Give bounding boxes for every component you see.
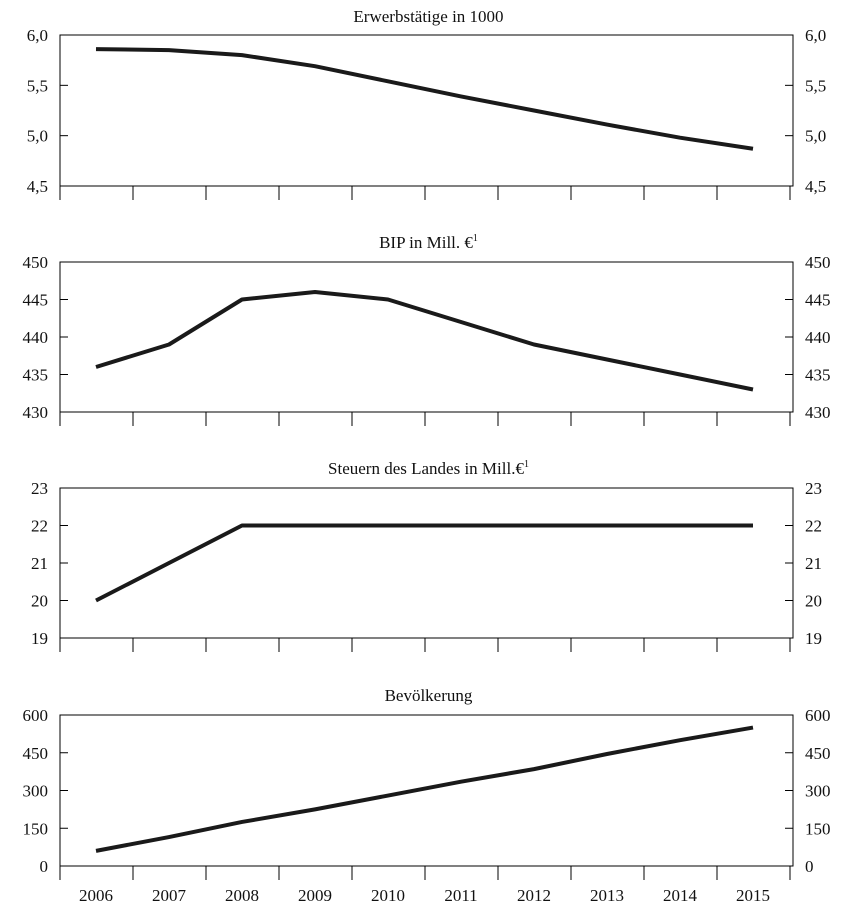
y-tick-label-right: 600	[805, 706, 831, 725]
x-tick-label: 2013	[590, 886, 624, 905]
y-tick-label-left: 22	[31, 517, 48, 536]
chart-panel-2: BIP in Mill. €1 430 430 435 435 440 440 445 445 4…	[23, 233, 831, 426]
y-tick-label-right: 450	[805, 744, 831, 763]
chart-title: BIP in Mill. €1	[379, 233, 478, 252]
y-tick-label-right: 19	[805, 629, 822, 648]
y-tick-label-left: 23	[31, 479, 48, 498]
y-tick-label-right: 300	[805, 782, 831, 801]
y-tick-label-right: 21	[805, 554, 822, 573]
plot-frame	[59, 261, 794, 413]
y-tick-label-left: 6,0	[27, 26, 48, 45]
y-tick-label-left: 150	[23, 819, 49, 838]
y-tick-label-right: 435	[805, 366, 831, 385]
plot-frame	[59, 34, 794, 187]
y-tick-label-left: 450	[23, 253, 49, 272]
x-tick-label: 2011	[444, 886, 477, 905]
y-tick-label-right: 5,0	[805, 127, 826, 146]
chart-panel-1: Erwerbstätige in 1000 4,5 4,5 5,0 5,0 5,5 5,5 6…	[27, 7, 826, 200]
y-tick-label-right: 0	[805, 857, 814, 876]
x-tick-label: 2008	[225, 886, 259, 905]
x-tick-label: 2012	[517, 886, 551, 905]
y-tick-label-right: 22	[805, 517, 822, 536]
title-footnote-marker: 1	[524, 459, 529, 470]
x-tick-label: 2014	[663, 886, 698, 905]
x-tick-label: 2009	[298, 886, 332, 905]
y-tick-label-left: 300	[23, 782, 49, 801]
series-line-1	[95, 725, 754, 853]
y-tick-label-left: 4,5	[27, 177, 48, 196]
x-tick-label: 2006	[79, 886, 113, 905]
x-tick-label: 2015	[736, 886, 770, 905]
x-tick-label: 2007	[152, 886, 187, 905]
y-tick-label-right: 430	[805, 403, 831, 422]
chart-title: Steuern des Landes in Mill.€1	[328, 459, 529, 478]
chart-panel-3: Steuern des Landes in Mill.€1 19 19 20 20 21 2…	[31, 459, 822, 652]
y-tick-label-right: 5,5	[805, 76, 826, 95]
chart-title: Erwerbstätige in 1000	[353, 7, 503, 26]
series-line-1	[95, 290, 754, 392]
title-footnote-marker: 1	[473, 233, 478, 244]
y-tick-label-left: 21	[31, 554, 48, 573]
y-tick-label-left: 450	[23, 744, 49, 763]
y-tick-label-right: 23	[805, 479, 822, 498]
y-tick-label-right: 6,0	[805, 26, 826, 45]
y-tick-label-left: 435	[23, 366, 49, 385]
y-tick-label-right: 450	[805, 253, 831, 272]
y-tick-label-right: 4,5	[805, 177, 826, 196]
x-tick-label: 2010	[371, 886, 405, 905]
y-tick-label-left: 5,0	[27, 127, 48, 146]
y-tick-label-right: 445	[805, 291, 831, 310]
series-line-1	[95, 47, 754, 151]
y-tick-label-left: 0	[40, 857, 49, 876]
y-tick-label-left: 19	[31, 629, 48, 648]
y-tick-label-left: 430	[23, 403, 49, 422]
y-tick-label-right: 20	[805, 592, 822, 611]
series-line-1	[95, 523, 753, 603]
y-tick-label-left: 20	[31, 592, 48, 611]
y-tick-label-right: 150	[805, 819, 831, 838]
y-tick-label-left: 445	[23, 291, 49, 310]
y-tick-label-left: 5,5	[27, 76, 48, 95]
y-tick-label-right: 440	[805, 328, 831, 347]
chart-panel-4: Bevölkerung 0 0 150 150 300 300 450 450 600 600 200…	[23, 686, 831, 905]
y-tick-label-left: 600	[23, 706, 49, 725]
y-tick-label-left: 440	[23, 328, 49, 347]
chart-title: Bevölkerung	[385, 686, 473, 705]
